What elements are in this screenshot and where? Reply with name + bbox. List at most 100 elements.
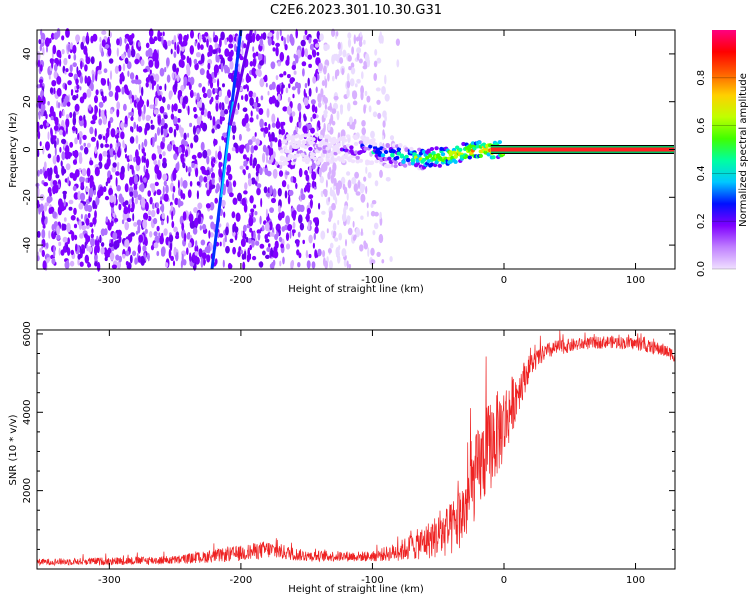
spectrogram-cell (232, 223, 235, 233)
spectrogram-cell (201, 34, 205, 40)
spectrogram-cell (382, 120, 386, 128)
spectrogram-cell (274, 137, 278, 143)
spectrogram-cell (161, 203, 165, 213)
spectrogram-cell (325, 179, 328, 188)
spectrogram-cell (243, 85, 247, 90)
spectrogram-cell (304, 83, 308, 88)
carrier-line (490, 145, 674, 154)
spectrogram-cell (114, 134, 120, 139)
spectrogram-cell (69, 141, 74, 148)
spectrogram-cell (242, 154, 247, 160)
spectrogram-cell (251, 230, 254, 238)
spectrogram-cell (78, 152, 83, 158)
spectrogram-cell (347, 32, 352, 39)
spectrogram-cell (189, 252, 192, 262)
signal-band-cell (320, 153, 326, 158)
spectrogram-cell (87, 235, 91, 243)
spectrogram-cell (163, 228, 168, 236)
spectrogram-cell (144, 228, 148, 234)
spectrogram-cell (100, 246, 105, 255)
spectrogram-cell (231, 123, 237, 134)
spectrogram-cell (279, 260, 282, 267)
spectrogram-cell (173, 51, 177, 58)
spectrogram-cell (37, 230, 41, 238)
spectrogram-cell (207, 51, 211, 58)
spectrogram-cell (99, 36, 102, 43)
spectrogram-cell (143, 156, 146, 164)
spectrogram-cell (168, 126, 173, 134)
signal-band-cell (295, 153, 300, 158)
spectrogram-cell (137, 101, 142, 110)
spectrogram-cell (161, 118, 165, 126)
spectrogram-cell (53, 63, 58, 72)
spectrogram-cell (180, 260, 183, 269)
spectrogram-cell (44, 37, 50, 47)
spectrogram-cell (79, 192, 86, 201)
spectrogram-cell (72, 62, 77, 68)
spectrogram-cell (285, 243, 291, 250)
spectrogram-cell (60, 160, 63, 167)
signal-band-cell (393, 164, 398, 169)
spectrogram-cell (56, 87, 62, 97)
spectrogram-cell (97, 189, 102, 199)
signal-band-cell (497, 140, 502, 145)
spectrogram-cell (43, 170, 48, 179)
spectrogram-cell (349, 78, 355, 87)
y-tick-label: 20 (22, 95, 33, 108)
spectrogram-cell (253, 157, 257, 166)
spectrogram-cell (202, 149, 208, 159)
signal-band-cell (346, 143, 351, 148)
spectrogram-cell (158, 153, 163, 160)
signal-band-cell (393, 160, 398, 165)
spectrogram-cell (335, 197, 338, 205)
spectrogram-cell (46, 257, 51, 262)
spectrogram-cell (282, 256, 285, 265)
spectrogram-cell (314, 106, 318, 114)
spectrogram-cell (268, 146, 274, 157)
spectrogram-cell (100, 228, 106, 237)
spectrogram-cell (194, 62, 199, 71)
spectrogram-cell (98, 153, 103, 162)
spectrogram-cell (298, 214, 303, 224)
spectrogram-cell (78, 115, 83, 121)
spectrogram-cell (109, 70, 113, 81)
spectrogram-cell (310, 117, 313, 122)
spectrogram-cell (287, 74, 291, 79)
spectrogram-cell (101, 95, 105, 101)
spectrogram-cell (200, 110, 205, 116)
spectrogram-cell (235, 212, 241, 222)
spectrogram-cell (79, 145, 84, 151)
spectrogram-cell (360, 228, 363, 237)
spectrogram-cell (304, 48, 308, 58)
spectrogram-cell (56, 76, 62, 85)
signal-band-cell (404, 154, 409, 159)
spectrogram-cell (77, 133, 80, 140)
spectrogram-cell (213, 157, 216, 164)
spectrogram-cell (260, 197, 263, 208)
spectrogram-cell (131, 94, 135, 103)
spectrogram-cell (290, 39, 294, 45)
spectrogram-cell (141, 112, 146, 121)
spectrogram-cell (39, 247, 43, 253)
spectrogram-cell (53, 165, 58, 175)
spectrogram-cell (207, 62, 211, 70)
spectrogram-cell (57, 102, 61, 109)
spectrogram-cell (212, 116, 216, 126)
spectrogram-cell (283, 71, 287, 76)
spectrogram-cell (46, 122, 49, 127)
spectrogram-cell (159, 200, 163, 205)
spectrogram-cell (123, 84, 128, 92)
colorbar-tick-label: 0.6 (696, 118, 707, 134)
spectrogram-cell (356, 52, 360, 61)
signal-band-cell (426, 148, 431, 153)
spectrogram-cell (56, 100, 59, 109)
spectrogram-cell (366, 210, 369, 218)
spectrogram-cell (116, 108, 120, 118)
spectrogram-cell (358, 40, 363, 47)
spectrogram-cell (154, 62, 158, 68)
snr-series-line (36, 330, 676, 567)
spectrogram-cell (198, 60, 203, 65)
spectrogram-cell (50, 128, 53, 139)
spectrogram-cell (62, 236, 68, 243)
spectrogram-cell (321, 80, 326, 87)
